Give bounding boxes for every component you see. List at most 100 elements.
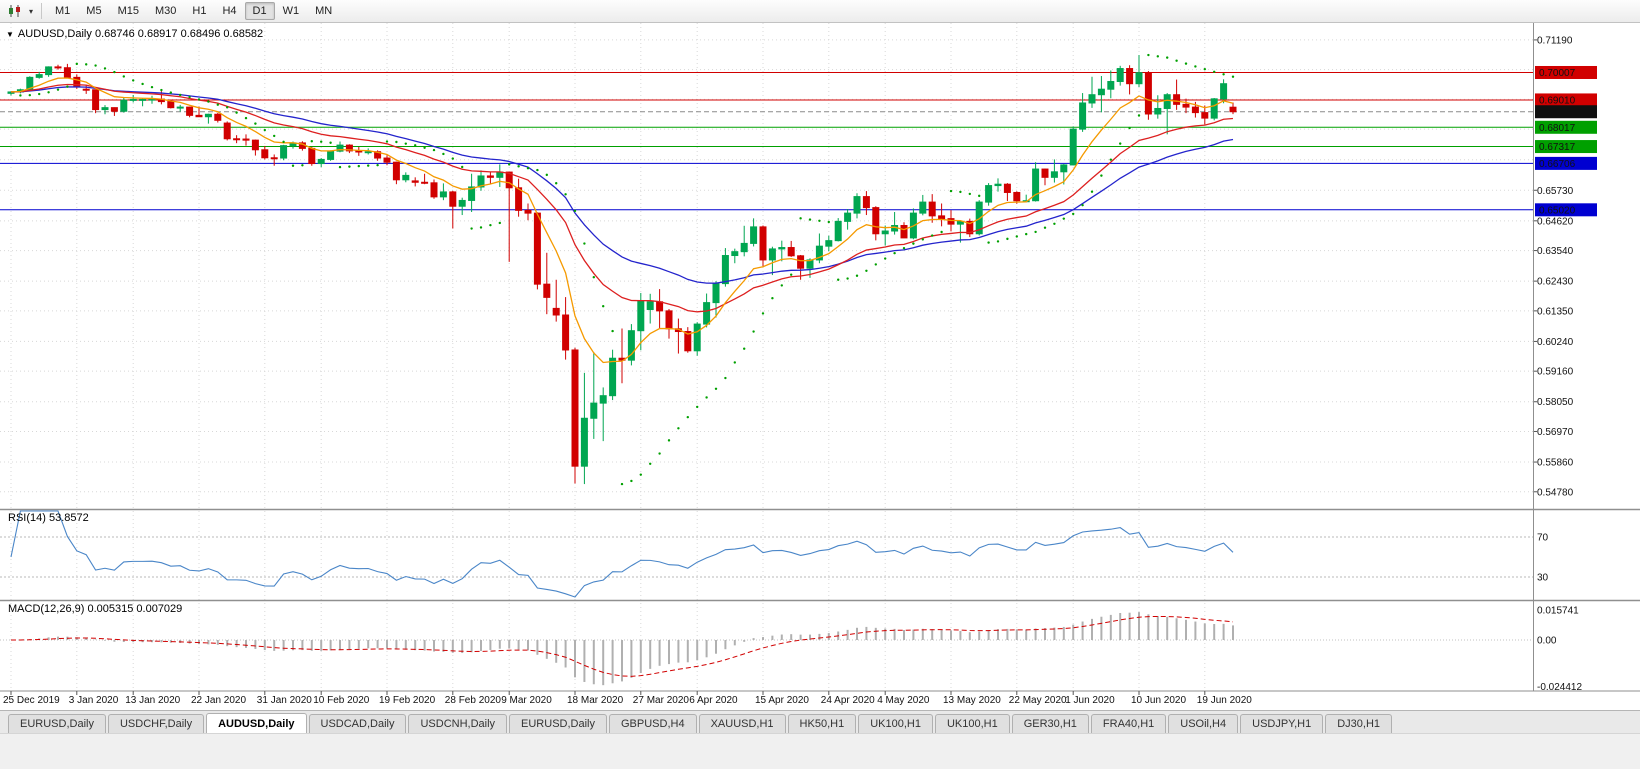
sar-dot <box>103 67 107 70</box>
sar-dot <box>761 312 765 315</box>
sar-dot <box>526 167 530 170</box>
chart-tab-usdchf-daily[interactable]: USDCHF,Daily <box>107 714 205 734</box>
candle-body <box>881 230 889 235</box>
chart-tab-uk100-h1[interactable]: UK100,H1 <box>858 714 933 734</box>
sar-dot <box>996 240 1000 243</box>
sar-dot <box>442 152 445 156</box>
candle-body <box>251 139 259 151</box>
sar-dot <box>686 415 689 419</box>
chart-title: ▼ AUDUSD,Daily 0.68746 0.68917 0.68496 0.… <box>6 28 263 40</box>
sar-dot <box>921 238 924 241</box>
date-label: 13 May 2020 <box>943 695 1001 706</box>
timeframe-button-m1[interactable]: M1 <box>55 5 71 17</box>
price-badge-label: 0.66706 <box>1539 159 1576 170</box>
price-badge <box>1535 93 1597 107</box>
date-label: 25 Dec 2019 <box>3 695 60 706</box>
chart-type-icon[interactable] <box>7 4 23 18</box>
candle-body <box>524 209 532 214</box>
timeframe-button-m5[interactable]: M5 <box>86 5 102 17</box>
sar-dot <box>19 94 22 97</box>
chart-tab-uk100-h1[interactable]: UK100,H1 <box>934 714 1010 734</box>
candle-body <box>571 349 579 467</box>
chart-tab-ger30-h1[interactable]: GER30,H1 <box>1011 714 1089 734</box>
sar-dot <box>508 163 511 166</box>
price-badge-label: 0.68017 <box>1539 123 1576 134</box>
sar-dot <box>1053 222 1056 225</box>
candle-body <box>1060 164 1068 173</box>
sar-dot <box>808 218 812 221</box>
sar-dot <box>244 116 248 120</box>
moving-average-line-34 <box>10 86 1234 284</box>
chart-tab-audusd-daily[interactable]: AUDUSD,Daily <box>206 713 307 734</box>
candle-body <box>120 99 128 112</box>
chart-tab-hk50-h1[interactable]: HK50,H1 <box>787 714 857 734</box>
sar-dot <box>949 189 953 193</box>
chart-tab-gbpusd-h4[interactable]: GBPUSD,H4 <box>609 714 697 734</box>
candle-body <box>928 201 936 217</box>
timeframe-button-m30[interactable]: M30 <box>154 5 177 17</box>
chart-tab-usdcad-daily[interactable]: USDCAD,Daily <box>308 714 407 734</box>
sar-dot <box>940 230 943 234</box>
date-label: 13 Jan 2020 <box>125 695 181 706</box>
timeframe-button-h4[interactable]: H4 <box>222 5 237 17</box>
timeframe-button-w1[interactable]: W1 <box>282 5 300 17</box>
sar-dot <box>385 140 389 143</box>
price-axis-label: 0.62430 <box>1537 277 1574 288</box>
sar-dot <box>1081 203 1084 207</box>
sar-dot <box>47 91 50 94</box>
moving-average-line-21 <box>10 83 1234 313</box>
sar-dot <box>1090 190 1094 193</box>
sar-dot <box>536 168 539 172</box>
candle-body <box>233 138 241 141</box>
candle-body <box>721 255 729 285</box>
date-label: 10 Jun 2020 <box>1131 695 1187 706</box>
sar-dot <box>329 141 332 144</box>
price-badge <box>1535 140 1597 154</box>
timeframe-button-d1[interactable]: D1 <box>244 2 275 20</box>
macd-signal-line <box>10 615 1234 677</box>
candle-body <box>92 89 100 111</box>
candle-body <box>477 175 485 188</box>
candle-body <box>148 98 156 101</box>
candle-body <box>411 180 419 183</box>
chart-tab-fra40-h1[interactable]: FRA40,H1 <box>1090 714 1167 734</box>
chart-tab-dj30-h1[interactable]: DJ30,H1 <box>1325 714 1393 734</box>
chart-tab-eurusd-daily[interactable]: EURUSD,Daily <box>8 714 106 734</box>
sar-dot <box>818 219 821 222</box>
sar-dot <box>959 190 962 194</box>
sar-dot <box>1137 114 1141 117</box>
candle-body <box>1003 183 1011 193</box>
chart-tab-usoil-h4[interactable]: USOil,H4 <box>1168 714 1239 734</box>
chart-tab-xauusd-h1[interactable]: XAUUSD,H1 <box>698 714 786 734</box>
candle-body <box>505 171 513 189</box>
candle-body <box>750 226 758 244</box>
candle-body <box>1163 94 1171 109</box>
candle-body <box>637 300 645 332</box>
timeframe-button-h1[interactable]: H1 <box>192 5 207 17</box>
chevron-down-icon[interactable]: ▾ <box>29 6 34 16</box>
date-label: 6 Apr 2020 <box>689 695 738 706</box>
price-axis-label: 0.55860 <box>1537 458 1574 469</box>
candle-body <box>1126 68 1134 85</box>
chart-tab-usdcnh-daily[interactable]: USDCNH,Daily <box>408 714 508 734</box>
candle-body <box>1220 83 1228 100</box>
candle-body <box>280 145 288 159</box>
candle-body <box>862 196 870 209</box>
timeframe-button-m15[interactable]: M15 <box>117 5 139 17</box>
candle-body <box>186 106 194 116</box>
chart-tab-usdjpy-h1[interactable]: USDJPY,H1 <box>1240 714 1324 734</box>
candle-body <box>609 357 617 397</box>
candle-body <box>787 247 795 257</box>
sar-dot <box>658 452 661 455</box>
candle-body <box>872 207 880 235</box>
sar-dot <box>141 82 144 86</box>
timeframe-button-mn[interactable]: MN <box>315 5 333 17</box>
sar-dot <box>301 164 304 167</box>
status-strip <box>0 733 1640 769</box>
price-badge <box>1535 105 1597 119</box>
sar-dot <box>1203 67 1207 71</box>
sar-dot <box>113 70 116 74</box>
sar-dot <box>216 103 219 106</box>
chart-tab-eurusd-daily[interactable]: EURUSD,Daily <box>509 714 607 734</box>
